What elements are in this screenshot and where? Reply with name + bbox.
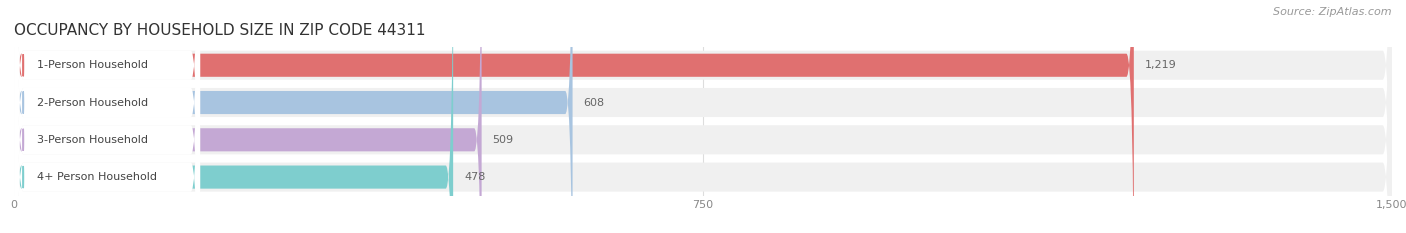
FancyBboxPatch shape (14, 0, 1392, 233)
FancyBboxPatch shape (14, 0, 200, 233)
Text: 608: 608 (583, 98, 605, 107)
FancyBboxPatch shape (14, 0, 1133, 233)
Text: 478: 478 (464, 172, 485, 182)
FancyBboxPatch shape (14, 0, 1392, 233)
FancyBboxPatch shape (14, 0, 1392, 233)
FancyBboxPatch shape (14, 0, 200, 233)
FancyBboxPatch shape (14, 0, 1392, 233)
FancyBboxPatch shape (14, 0, 453, 233)
Text: 3-Person Household: 3-Person Household (37, 135, 148, 145)
Text: 509: 509 (492, 135, 513, 145)
FancyBboxPatch shape (14, 0, 572, 233)
Text: 1-Person Household: 1-Person Household (37, 60, 148, 70)
Text: 1,219: 1,219 (1144, 60, 1177, 70)
FancyBboxPatch shape (14, 0, 200, 233)
Text: Source: ZipAtlas.com: Source: ZipAtlas.com (1274, 7, 1392, 17)
Text: OCCUPANCY BY HOUSEHOLD SIZE IN ZIP CODE 44311: OCCUPANCY BY HOUSEHOLD SIZE IN ZIP CODE … (14, 24, 426, 38)
FancyBboxPatch shape (14, 0, 482, 233)
Text: 4+ Person Household: 4+ Person Household (37, 172, 157, 182)
FancyBboxPatch shape (14, 0, 200, 233)
Text: 2-Person Household: 2-Person Household (37, 98, 148, 107)
